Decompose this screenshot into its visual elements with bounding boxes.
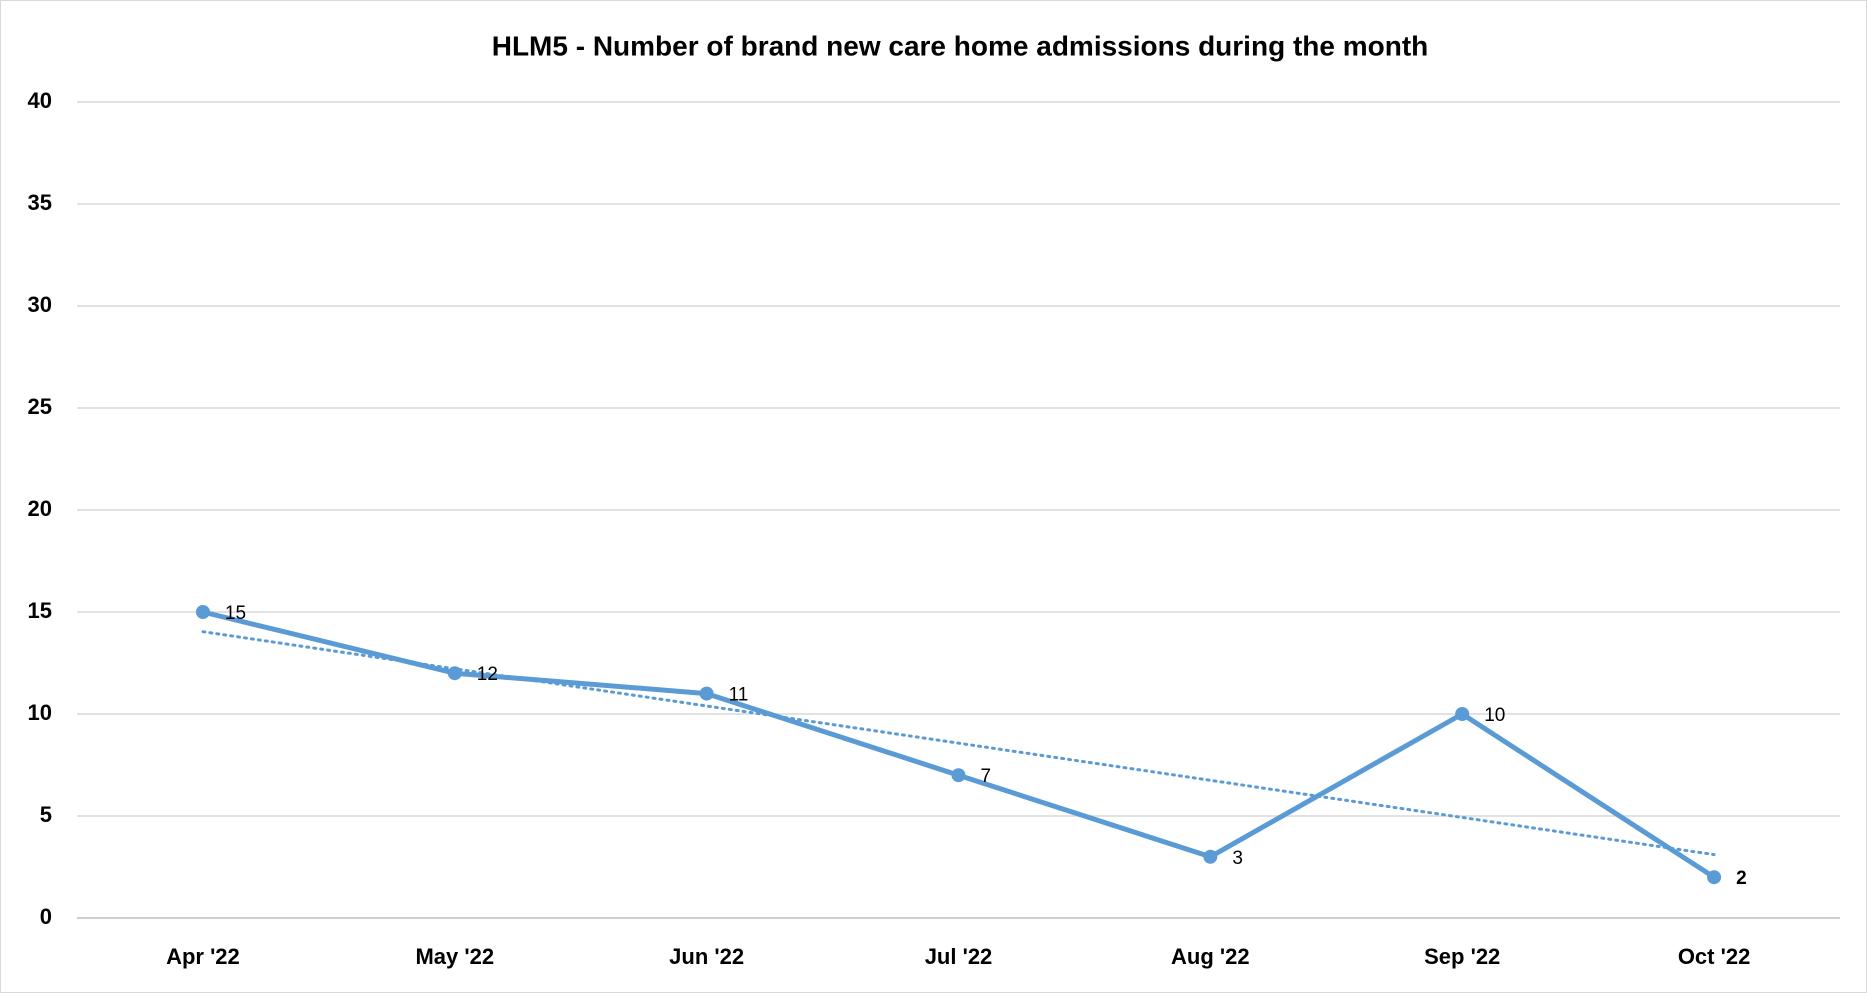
marker: [699, 686, 714, 701]
y-tick-label: 15: [28, 598, 52, 623]
x-tick-label: Apr '22: [166, 944, 240, 969]
x-tick-label: Jul '22: [925, 944, 993, 969]
y-tick-label: 25: [28, 394, 52, 419]
x-tick-label: May '22: [415, 944, 494, 969]
data-label: 12: [477, 664, 498, 685]
x-tick-label: Sep '22: [1424, 944, 1500, 969]
marker: [195, 605, 210, 619]
marker: [447, 666, 462, 681]
marker: [1203, 849, 1218, 864]
x-tick-label: Oct '22: [1678, 944, 1751, 969]
marker: [1707, 870, 1722, 885]
y-tick-label: 5: [40, 802, 52, 827]
data-label: 7: [981, 766, 992, 787]
y-tick-label: 35: [28, 190, 52, 215]
data-label: 2: [1736, 868, 1747, 889]
y-tick-label: 20: [28, 496, 52, 521]
y-tick-label: 0: [40, 904, 52, 929]
data-label: 10: [1484, 705, 1505, 726]
marker: [951, 768, 966, 783]
x-tick-label: Aug '22: [1171, 944, 1250, 969]
data-label: 11: [729, 685, 749, 706]
x-tick-label: Jun '22: [669, 944, 744, 969]
y-tick-label: 30: [28, 292, 52, 317]
chart-title: HLM5 - Number of brand new care home adm…: [492, 30, 1429, 61]
y-tick-label: 10: [28, 700, 52, 725]
data-label: 15: [225, 603, 246, 624]
y-tick-label: 40: [28, 88, 52, 113]
marker: [1455, 707, 1470, 721]
data-label: 3: [1232, 848, 1243, 869]
